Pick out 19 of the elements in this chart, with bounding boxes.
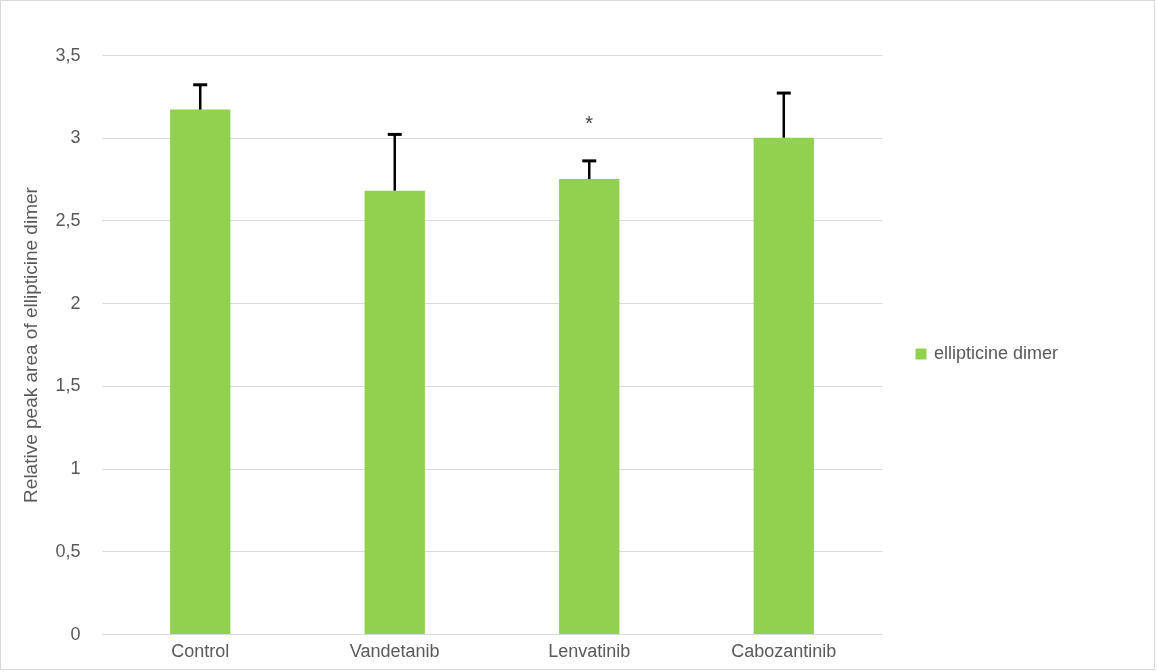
annotation: * (585, 112, 594, 135)
bar (753, 137, 814, 634)
y-tick-label: 0 (70, 623, 81, 644)
y-axis-title: Relative peak area of ellipticine dimer (20, 186, 42, 503)
y-tick-label: 0,5 (55, 540, 81, 561)
y-tick-label: 2 (70, 292, 81, 313)
bar (364, 190, 425, 634)
x-tick-label: Control (171, 640, 230, 661)
y-tick-label: 3,5 (55, 44, 81, 65)
x-tick-label: Lenvatinib (548, 640, 631, 661)
x-tick-label: Cabozantinib (731, 640, 837, 661)
x-tick-label: Vandetanib (349, 640, 440, 661)
y-tick-label: 1 (70, 458, 81, 479)
bar (170, 109, 231, 634)
legend-label: ellipticine dimer (934, 343, 1059, 363)
y-tick-label: 3 (70, 127, 81, 148)
y-tick-label: 2,5 (55, 209, 81, 230)
y-tick-label: 1,5 (55, 375, 81, 396)
bar (559, 179, 620, 634)
